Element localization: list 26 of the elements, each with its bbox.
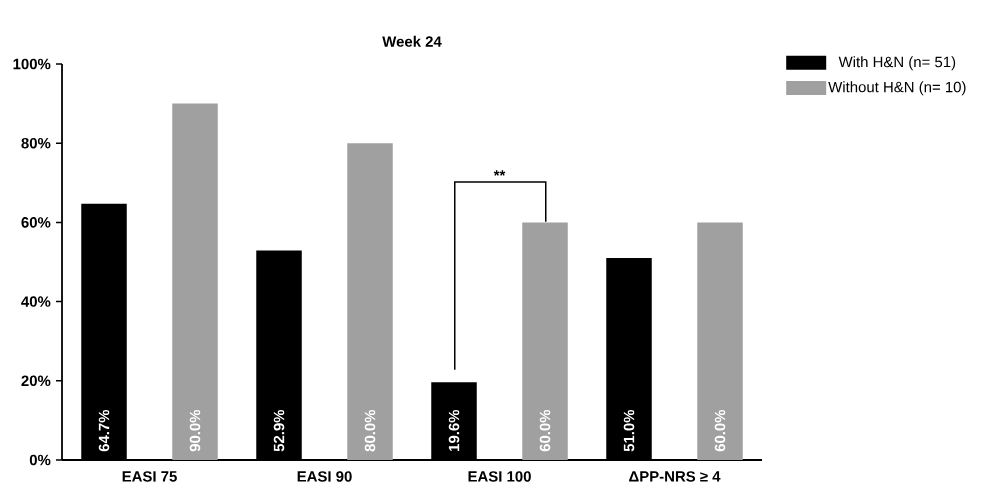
annotation: ** — [493, 170, 506, 176]
bar — [522, 222, 568, 460]
y-tick-label: 40% — [21, 296, 51, 307]
data-label: 90.0% — [189, 409, 201, 452]
y-tick-label: 80% — [21, 137, 51, 149]
y-tick-label: 60% — [21, 217, 51, 228]
legend-label: Without H&N (n= 10) — [828, 81, 966, 96]
data-label: 60.0% — [714, 409, 726, 452]
data-label: 19.6% — [448, 409, 460, 451]
data-label: 51.0% — [623, 409, 635, 452]
x-tick-label: EASI 75 — [122, 471, 177, 482]
y-tick-label: 100% — [13, 58, 51, 70]
bar — [172, 103, 218, 460]
x-tick-label: EASI 100 — [468, 471, 531, 482]
bar — [697, 222, 743, 460]
y-tick-label: 0% — [29, 454, 51, 466]
data-label: 64.7% — [98, 409, 110, 452]
legend-label: With H&N (n= 51) — [838, 56, 956, 71]
chart-title: Week 24 — [382, 35, 442, 47]
data-label: 60.0% — [539, 409, 551, 452]
x-tick-label: EASI 90 — [297, 471, 352, 482]
x-tick-label: ΔPP-NRS ≥ 4 — [629, 471, 721, 482]
bar — [347, 143, 393, 460]
data-label: 80.0% — [364, 409, 376, 452]
data-label: 52.9% — [273, 409, 285, 452]
y-tick-label: 20% — [21, 375, 51, 387]
